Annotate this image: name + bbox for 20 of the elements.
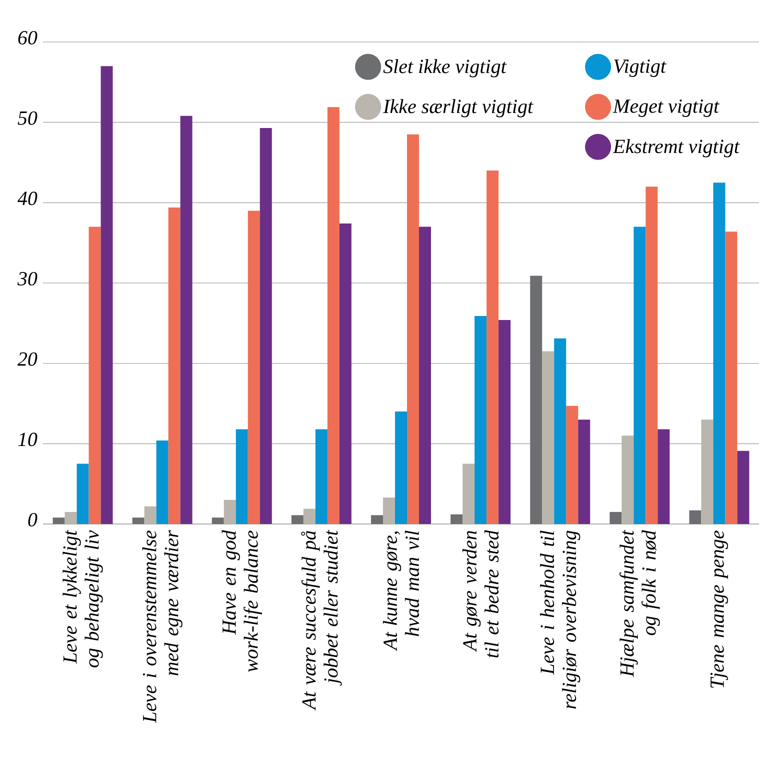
legend-label: Ikke særligt vigtigt [382, 99, 534, 118]
x-tick-label: Have en god work-life balance [222, 530, 262, 672]
x-tick-label: At kunne gøre, hvad man vil [382, 530, 419, 652]
legend-label: Vigtigt [614, 59, 666, 77]
x-tick-label: Tjene mange penge [710, 530, 728, 688]
legend-label: Meget vigtigt [612, 99, 720, 117]
x-tick-label: Leve et lykkeligt og behageligt liv [62, 530, 103, 668]
x-tick-label: Leve i henhold til religiør overbevisning [540, 530, 580, 709]
y-tick-label: 40 [17, 192, 38, 206]
x-tick-label: At være succesfuld på jobbet eller studiet [300, 530, 342, 711]
x-tick-label: At gøre verden til et bedre sted [462, 530, 498, 658]
legend-label: Ekstremt vigtigt [612, 139, 740, 158]
y-tick-label: 20 [17, 352, 38, 366]
x-tick-label: Leve i overenstemmelse med egne værdier [142, 530, 182, 723]
y-tick-label: 50 [18, 111, 38, 125]
y-tick-label: 30 [17, 272, 38, 286]
y-tick-label: 10 [18, 432, 38, 446]
legend-label: Slet ikke vigtigt [383, 59, 507, 78]
y-tick-label: 0 [28, 512, 38, 526]
y-tick-label: 60 [18, 30, 38, 44]
